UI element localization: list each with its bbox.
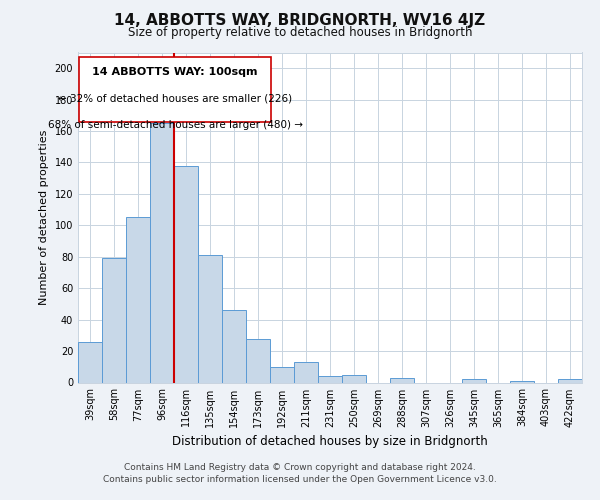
Bar [270, 367, 294, 382]
Bar [246, 338, 270, 382]
Text: ← 32% of detached houses are smaller (226): ← 32% of detached houses are smaller (22… [58, 94, 292, 104]
Y-axis label: Number of detached properties: Number of detached properties [39, 130, 49, 305]
Text: Size of property relative to detached houses in Bridgnorth: Size of property relative to detached ho… [128, 26, 472, 39]
Bar [150, 123, 174, 382]
Bar [198, 255, 222, 382]
Text: 14, ABBOTTS WAY, BRIDGNORTH, WV16 4JZ: 14, ABBOTTS WAY, BRIDGNORTH, WV16 4JZ [115, 12, 485, 28]
Bar [102, 258, 126, 382]
Bar [294, 362, 318, 382]
X-axis label: Distribution of detached houses by size in Bridgnorth: Distribution of detached houses by size … [172, 435, 488, 448]
Bar [78, 342, 102, 382]
Bar [390, 378, 414, 382]
Bar [342, 374, 366, 382]
Text: Contains public sector information licensed under the Open Government Licence v3: Contains public sector information licen… [103, 475, 497, 484]
Bar [174, 166, 198, 382]
Bar [126, 218, 150, 382]
FancyBboxPatch shape [79, 57, 271, 122]
Bar [462, 380, 486, 382]
Bar [510, 381, 534, 382]
Text: 14 ABBOTTS WAY: 100sqm: 14 ABBOTTS WAY: 100sqm [92, 67, 258, 77]
Bar [558, 380, 582, 382]
Text: Contains HM Land Registry data © Crown copyright and database right 2024.: Contains HM Land Registry data © Crown c… [124, 464, 476, 472]
Bar [222, 310, 246, 382]
Bar [318, 376, 342, 382]
Text: 68% of semi-detached houses are larger (480) →: 68% of semi-detached houses are larger (… [47, 120, 303, 130]
